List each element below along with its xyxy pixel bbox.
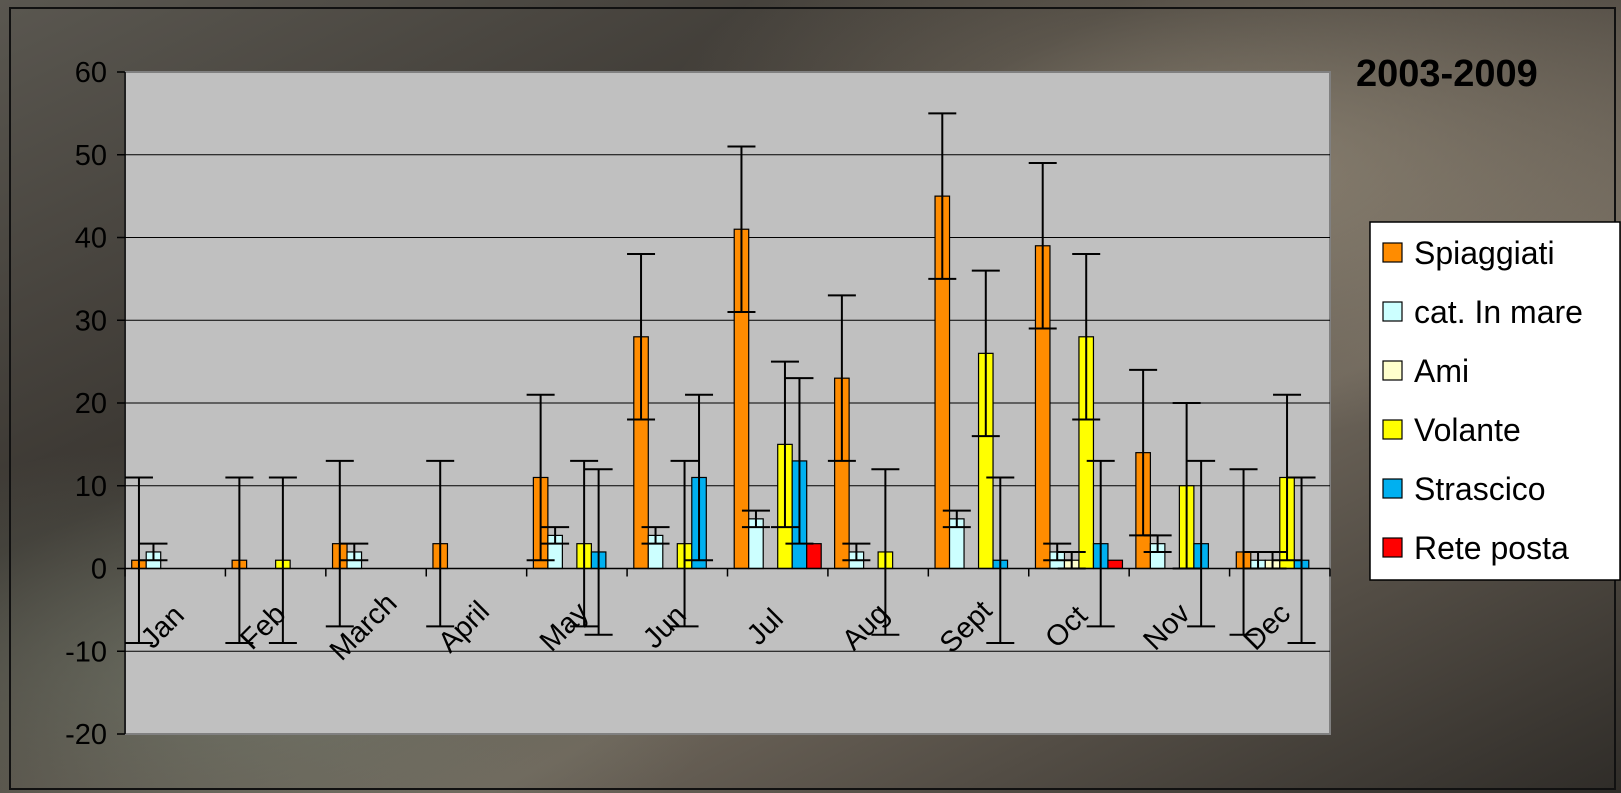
legend-swatch	[1382, 242, 1403, 263]
chart-title: 2003-2009	[1356, 53, 1538, 95]
legend-label: Volante	[1414, 412, 1521, 448]
y-tick-label: -10	[65, 636, 107, 668]
y-tick-label: 30	[75, 305, 107, 337]
legend-label: Ami	[1414, 353, 1469, 389]
bar	[1107, 559, 1124, 570]
legend-label: Spiaggiati	[1414, 235, 1555, 271]
bar	[806, 543, 822, 570]
legend-swatch	[1382, 360, 1403, 381]
error-bars	[124, 112, 1316, 644]
y-tick-label: 0	[91, 554, 107, 586]
y-tick-label: 60	[75, 57, 107, 89]
legend-label: cat. In mare	[1414, 294, 1583, 330]
legend-swatch	[1382, 419, 1403, 440]
legend: Spiaggiati cat. In mare Ami Volante Strascic…	[1369, 221, 1621, 581]
y-tick-label: 50	[75, 140, 107, 172]
legend-swatch	[1382, 537, 1403, 558]
y-tick-label: -20	[65, 719, 107, 751]
y-tick-label: 20	[75, 388, 107, 420]
legend-label: Rete posta	[1414, 530, 1569, 566]
legend-box	[1369, 221, 1621, 581]
legend-swatch	[1382, 478, 1403, 499]
y-tick-label: 40	[75, 223, 107, 255]
legend-swatch	[1382, 301, 1403, 322]
legend-label: Strascico	[1414, 471, 1546, 507]
y-tick-label: 10	[75, 471, 107, 503]
y-axis: 60 50 40 30 20 10 0 -10 -20	[65, 57, 126, 751]
